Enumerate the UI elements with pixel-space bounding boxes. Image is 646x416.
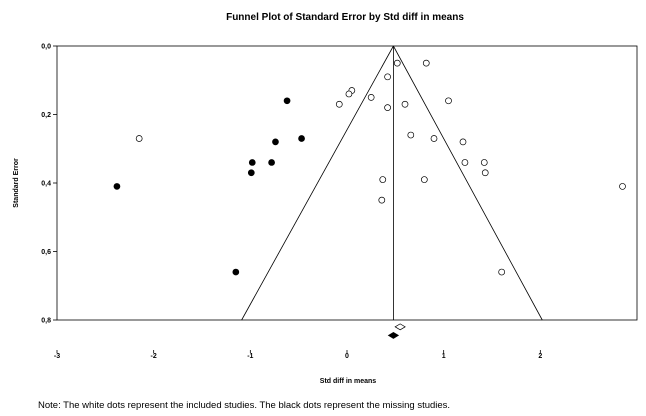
- included-study-point: [422, 59, 430, 67]
- footnote: Note: The white dots represent the inclu…: [38, 400, 451, 411]
- adjusted-summary-diamond: [387, 332, 400, 339]
- x-tick-label: 1: [442, 353, 446, 360]
- included-study-point: [430, 135, 438, 142]
- included-study-point: [445, 97, 452, 105]
- missing-study-point: [247, 169, 255, 177]
- included-study-point: [379, 176, 387, 183]
- missing-study-point: [272, 138, 279, 146]
- included-study-point: [619, 183, 626, 190]
- summary-markers: [387, 323, 406, 339]
- y-tick-label: 0,6: [41, 249, 51, 256]
- included-study-point: [135, 135, 143, 142]
- y-tick-label: 0,0: [41, 44, 51, 51]
- missing-study-point: [248, 159, 256, 166]
- missing-study-point: [113, 183, 121, 190]
- funnel-left-line: [241, 45, 394, 321]
- y-tick-label: 0,8: [41, 318, 51, 325]
- x-tick-label: -1: [247, 353, 253, 360]
- x-tick-label: -3: [54, 353, 60, 360]
- y-axis-label: Standard Error: [13, 158, 20, 208]
- included-study-point: [420, 176, 428, 183]
- axis-ticks: 0,0 0,2 0,4 0,6 0,8 -3 -2 -1 0 1 2: [41, 44, 542, 361]
- included-study-point: [480, 159, 488, 166]
- x-tick-label: 0: [345, 353, 349, 360]
- included-study-point: [401, 100, 409, 108]
- x-tick-label: 2: [538, 353, 542, 360]
- y-tick-label: 0,4: [41, 181, 51, 188]
- observed-summary-diamond: [394, 323, 406, 331]
- missing-study-point: [283, 97, 291, 105]
- missing-study-point: [298, 135, 305, 142]
- funnel-right-line: [393, 45, 543, 321]
- included-study-point: [384, 104, 391, 112]
- y-tick-label: 0,2: [41, 112, 51, 119]
- included-study-point: [407, 131, 415, 139]
- x-tick-label: -2: [151, 353, 157, 360]
- plot-area: [56, 45, 638, 321]
- included-study-point: [393, 59, 401, 67]
- included-study-point: [459, 138, 467, 146]
- included-study-point: [481, 169, 489, 177]
- funnel-lines: [241, 45, 543, 321]
- included-study-point: [384, 73, 391, 81]
- study-points: [113, 59, 626, 276]
- included-study-point: [345, 90, 353, 98]
- included-study-point: [378, 196, 386, 204]
- included-study-point: [498, 268, 506, 276]
- missing-study-point: [268, 159, 275, 166]
- included-study-point: [367, 94, 375, 101]
- included-study-point: [461, 159, 469, 166]
- chart-title: Funnel Plot of Standard Error by Std dif…: [226, 12, 464, 23]
- included-study-point: [335, 100, 343, 108]
- x-axis-label: Std diff in means: [320, 378, 377, 385]
- missing-study-point: [232, 268, 240, 276]
